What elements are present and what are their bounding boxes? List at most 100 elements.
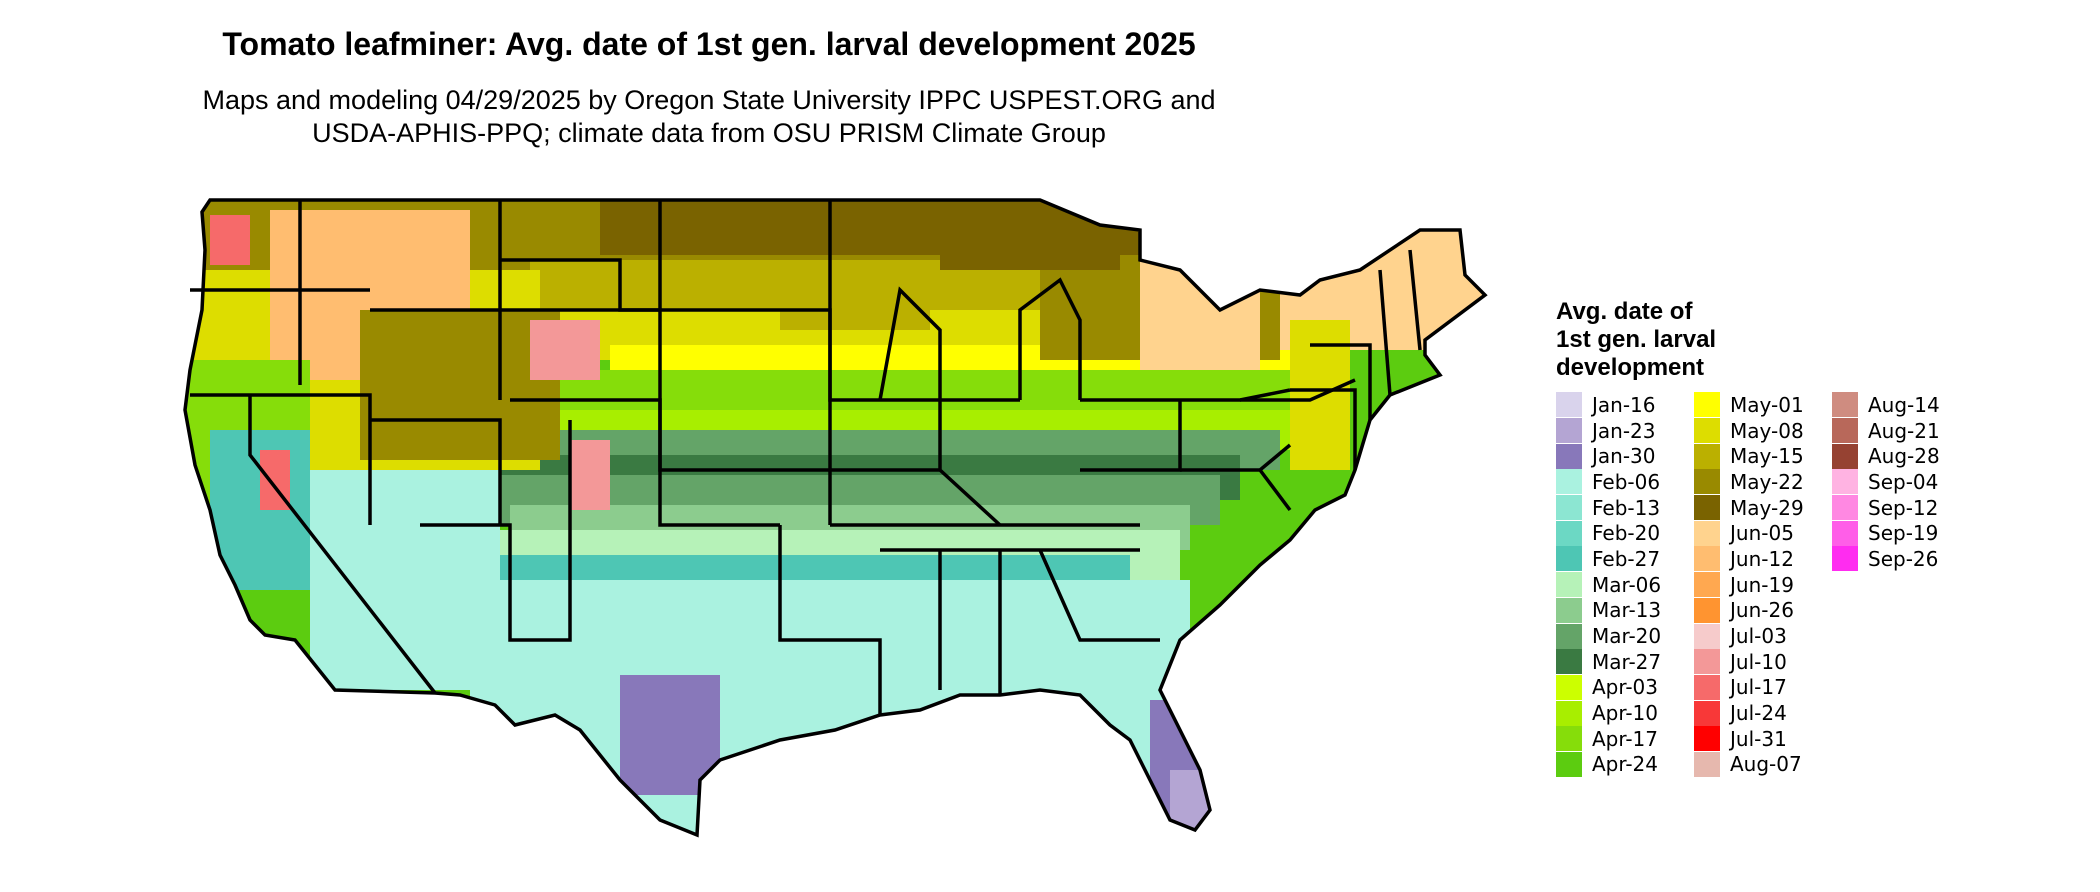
legend-item: Sep-26 [1832,546,1954,572]
legend-swatch [1556,418,1582,444]
legend-label: May-22 [1730,469,1804,494]
legend-column: May-01 May-08 May-15 May-22 May-29 Jun-05 Jun-… [1694,392,1816,777]
legend-item: Jul-03 [1694,623,1816,649]
legend-label: Sep-04 [1868,469,1939,494]
legend-label: Feb-27 [1592,546,1661,571]
legend-swatch [1556,674,1582,700]
legend-title-line-1: Avg. date of [1556,298,1693,325]
legend-item: Jul-10 [1694,649,1816,675]
legend-swatch [1694,751,1720,777]
legend-swatch [1694,623,1720,649]
legend-item: Mar-13 [1556,597,1678,624]
legend-item: Jan-23 [1556,418,1678,444]
legend-label: Jan-23 [1592,418,1656,443]
legend-column: Jan-16 Jan-23 Jan-30 Feb-06 Feb-13 Feb-20 Feb-… [1556,392,1678,777]
legend-item: Aug-14 [1832,392,1954,418]
legend-swatch [1556,700,1582,726]
phenology-zones [185,200,1485,835]
legend-item: Jul-17 [1694,674,1816,701]
legend-item: Jun-12 [1694,546,1816,572]
legend-swatch [1556,392,1582,418]
map-title: Tomato leafminer: Avg. date of 1st gen. … [222,26,1196,62]
legend-item: Jan-30 [1556,443,1678,469]
legend-swatch [1832,443,1858,469]
legend-item: Sep-19 [1832,520,1954,546]
legend-title-line-2: 1st gen. larval [1556,326,1717,353]
legend-item: Jun-05 [1694,520,1816,546]
legend-swatch [1556,443,1582,469]
legend-swatch [1556,623,1582,649]
legend-label: Jul-17 [1730,675,1787,700]
legend-label: Apr-24 [1592,752,1658,777]
legend-item: Jun-26 [1694,597,1816,624]
legend-swatch [1556,751,1582,777]
legend-label: Aug-14 [1868,392,1940,417]
legend-item: Apr-17 [1556,726,1678,752]
legend-label: Mar-20 [1592,624,1662,649]
legend-swatch [1694,700,1720,726]
legend-item: Jul-24 [1694,700,1816,726]
legend-item: Aug-07 [1694,751,1816,778]
us-phenology-map [183,198,1488,838]
legend-item: Jan-16 [1556,392,1678,418]
legend-item: Aug-28 [1832,443,1954,469]
legend-item: Sep-12 [1832,495,1954,521]
legend-label: Apr-10 [1592,701,1658,726]
legend-label: Feb-06 [1592,469,1661,494]
legend-item: Jun-19 [1694,572,1816,598]
legend-label: Apr-17 [1592,726,1658,751]
state-boundaries [183,198,1488,838]
legend-item: Mar-27 [1556,649,1678,675]
legend-label: Jan-16 [1592,392,1656,417]
legend-item: May-22 [1694,469,1816,495]
legend-swatch [1694,495,1720,521]
legend-label: Jul-31 [1730,726,1787,751]
legend-swatch [1556,495,1582,521]
legend-label: Apr-03 [1592,675,1658,700]
legend-swatch [1832,520,1858,546]
legend-item: Feb-06 [1556,469,1678,495]
legend-item: May-15 [1694,443,1816,469]
legend-swatch [1694,674,1720,700]
legend: Avg. date of 1st gen. larval development… [1556,298,1954,777]
legend-item: Feb-13 [1556,495,1678,521]
legend-swatch [1694,572,1720,598]
subtitle-line-2: USDA-APHIS-PPQ; climate data from OSU PR… [312,118,1106,148]
legend-swatch [1832,418,1858,444]
legend-item: May-08 [1694,418,1816,444]
legend-swatch [1832,495,1858,521]
legend-swatch [1832,392,1858,418]
legend-label: Jun-12 [1730,546,1794,571]
legend-title: Avg. date of 1st gen. larval development [1556,298,1954,382]
legend-swatch [1694,726,1720,752]
legend-label: Sep-26 [1868,546,1939,571]
legend-label: Jul-03 [1730,624,1787,649]
legend-label: Jun-05 [1730,521,1794,546]
legend-label: Aug-28 [1868,444,1940,469]
legend-swatch [1694,392,1720,418]
legend-item: May-29 [1694,495,1816,521]
legend-swatch [1556,546,1582,572]
legend-column: Aug-14 Aug-21 Aug-28 Sep-04 Sep-12 Sep-19 Sep-… [1832,392,1954,777]
legend-item: Apr-10 [1556,700,1678,726]
legend-swatch [1556,649,1582,675]
legend-swatch [1694,418,1720,444]
legend-item: Mar-20 [1556,623,1678,649]
legend-item: Aug-21 [1832,418,1954,444]
legend-swatch [1556,572,1582,598]
subtitle-line-1: Maps and modeling 04/29/2025 by Oregon S… [202,85,1216,115]
legend-swatch [1556,597,1582,623]
legend-item: Apr-03 [1556,674,1678,701]
legend-label: Mar-27 [1592,649,1662,674]
legend-item: Jul-31 [1694,726,1816,752]
legend-label: Sep-19 [1868,521,1939,546]
legend-label: Feb-20 [1592,521,1661,546]
legend-label: May-15 [1730,444,1804,469]
legend-label: Jul-24 [1730,701,1787,726]
legend-swatch [1556,520,1582,546]
legend-item: Sep-04 [1832,469,1954,495]
legend-item: May-01 [1694,392,1816,418]
legend-label: Mar-13 [1592,598,1662,623]
legend-swatch [1694,443,1720,469]
legend-swatch [1832,469,1858,495]
